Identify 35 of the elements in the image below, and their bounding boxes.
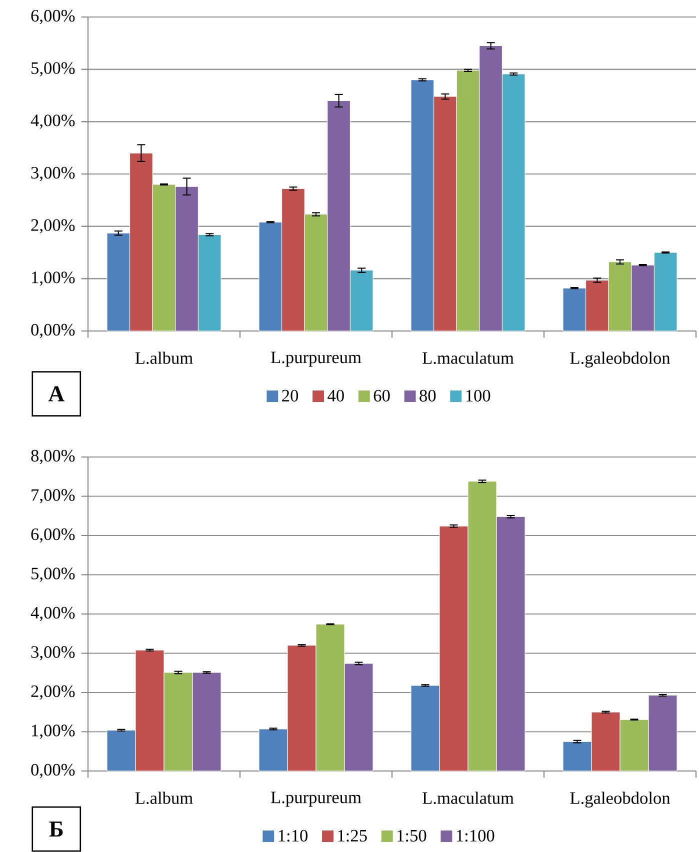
y-tick-label: 4,00% — [30, 606, 75, 622]
legend-label: 20 — [282, 390, 298, 402]
y-tick-label: 2,00% — [31, 219, 75, 234]
legend-label: 100 — [466, 390, 490, 402]
y-tick-label: 0,00% — [31, 764, 75, 778]
legend-label: 40 — [328, 390, 344, 402]
y-tick-label: 2,00% — [31, 685, 75, 700]
legend-label: 80 — [420, 390, 436, 402]
x-tick-label: L.purpureum — [271, 352, 362, 367]
y-tick-label: 4,00% — [30, 114, 75, 129]
y-tick-label: 3,00% — [31, 166, 75, 182]
x-tick-label: L.galeobdolon — [570, 352, 670, 368]
legend-label: 1:25 — [338, 830, 367, 842]
legend-label: 1:100 — [456, 830, 494, 842]
y-tick-label: 6,00% — [31, 10, 75, 24]
y-tick-label: 1,00% — [32, 724, 75, 739]
y-tick-label: 7,00% — [32, 489, 75, 504]
y-tick-label: 5,00% — [32, 568, 75, 582]
x-tick-label: L.maculatum — [422, 352, 514, 364]
y-tick-label: 0,00% — [31, 324, 75, 338]
legend-label: 1:10 — [278, 830, 308, 842]
x-tick-label: L.galeobdolon — [570, 792, 670, 808]
text: Б — [49, 822, 63, 837]
x-tick-label: L.album — [135, 352, 193, 364]
y-tick-label: 5,00% — [32, 62, 75, 76]
y-tick-label: 6,00% — [31, 528, 75, 543]
legend-label: 1:50 — [398, 830, 426, 842]
text: A — [48, 386, 64, 402]
y-tick-label: 8,00% — [31, 450, 75, 464]
x-tick-label: L.purpureum — [271, 792, 362, 807]
y-tick-label: 3,00% — [31, 646, 75, 660]
x-tick-label: L.maculatum — [422, 792, 514, 804]
legend-label: 60 — [374, 390, 390, 402]
x-tick-label: L.album — [135, 792, 193, 804]
y-tick-label: 1,00% — [32, 272, 75, 286]
